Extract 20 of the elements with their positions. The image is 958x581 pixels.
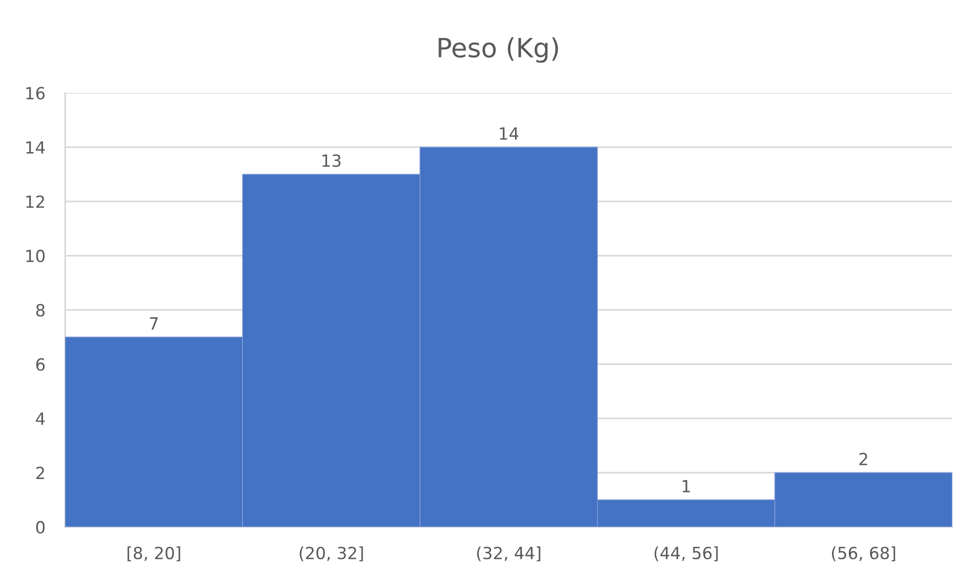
- y-tick-label: 16: [26, 86, 45, 100]
- y-tick-label: 0: [36, 520, 45, 534]
- data-label: 14: [500, 127, 518, 140]
- y-tick-label: 8: [36, 304, 45, 317]
- y-tick-label: 2: [36, 466, 44, 480]
- x-tick-label: (32, 44]: [477, 546, 540, 562]
- y-tick-label: 12: [26, 195, 44, 208]
- data-label: 2: [859, 452, 868, 466]
- x-tick-label: (56, 68]: [832, 546, 896, 562]
- x-tick-label: (20, 32]: [300, 546, 363, 562]
- y-tick-label: 14: [26, 141, 45, 154]
- x-tick-label: [8, 20]: [128, 546, 180, 562]
- x-tick-label: (44, 56]: [654, 546, 718, 562]
- data-label: 1: [682, 480, 690, 492]
- data-label: 7: [150, 317, 158, 330]
- y-tick-label: 4: [36, 412, 45, 425]
- y-tick-label: 10: [26, 250, 45, 262]
- y-tick-label: 6: [36, 358, 45, 371]
- chart-title: Peso (Kg): [438, 37, 558, 63]
- data-label: 13: [322, 154, 341, 167]
